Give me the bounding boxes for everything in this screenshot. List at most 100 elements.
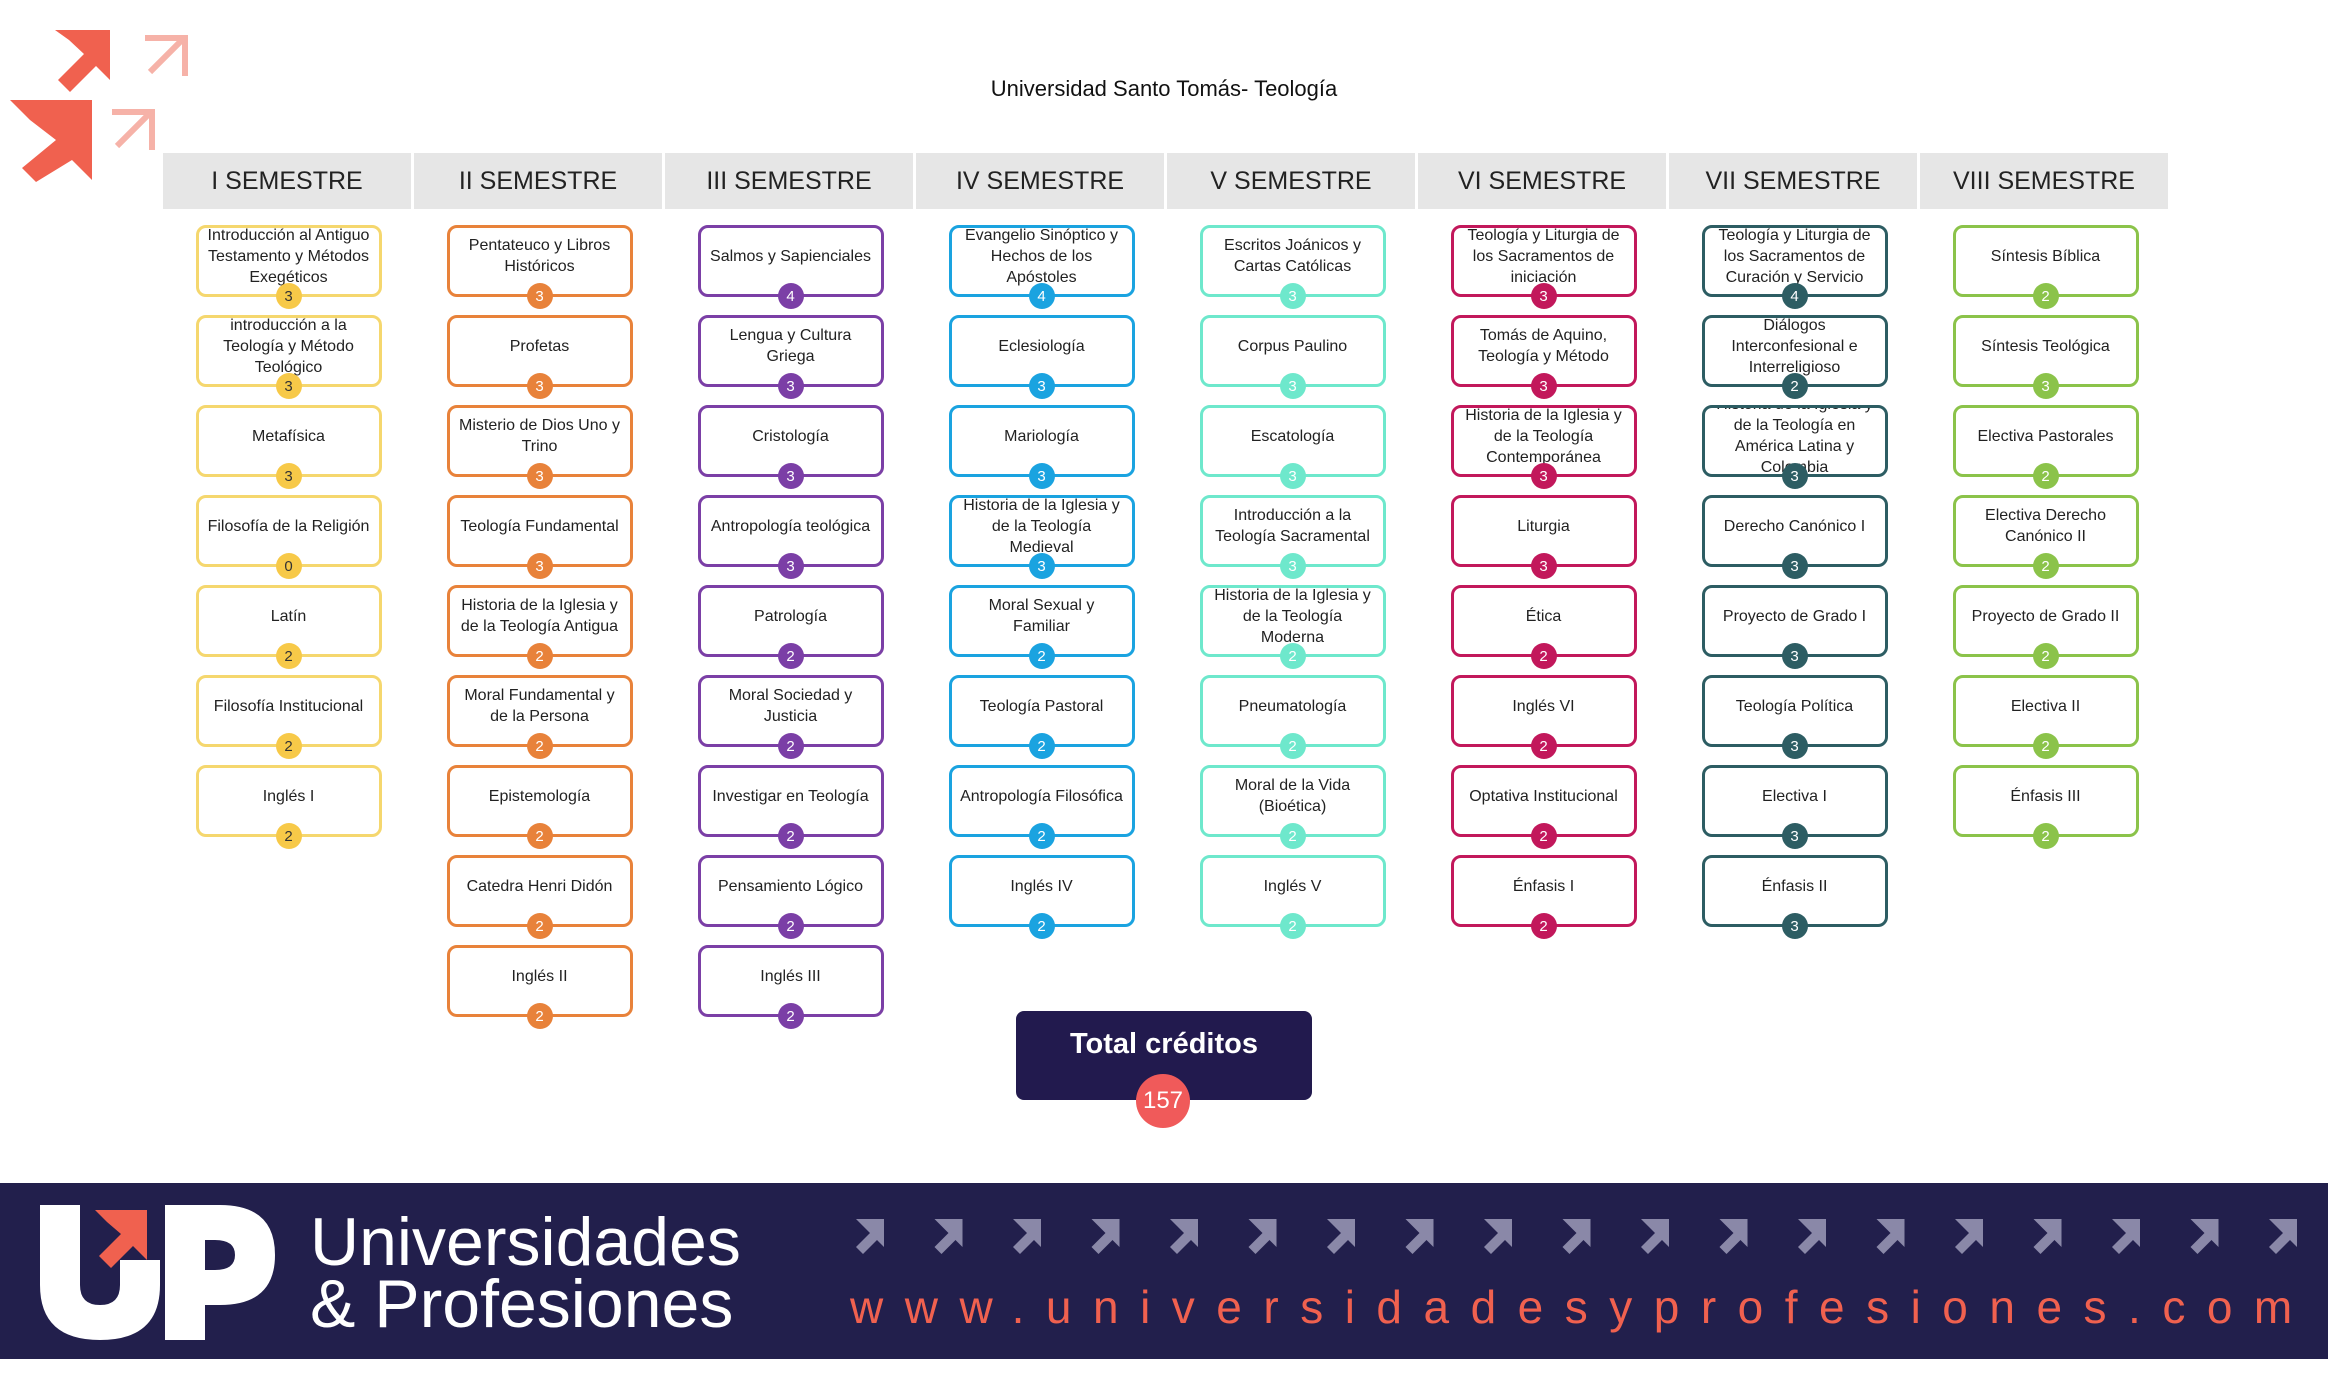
credit-badge: 2 (777, 913, 804, 939)
footer-arrow (1327, 1219, 1355, 1254)
credit-badge: 0 (275, 553, 302, 579)
credit-badge: 2 (777, 733, 804, 759)
credit-badge: 2 (526, 823, 553, 849)
credit-badge: 3 (275, 373, 302, 399)
footer-arrow (2112, 1219, 2140, 1254)
semester-header: VIII SEMESTRE (1920, 153, 2168, 209)
course-name: Historia de la Iglesia y de la Teología … (460, 597, 619, 635)
course-name: Moral Fundamental y de la Persona (464, 687, 615, 725)
course-name: Ética (1525, 607, 1562, 625)
course-box: Historia de la Iglesia y de la Teología … (446, 585, 633, 657)
credit-badge: 3 (1279, 373, 1306, 399)
course-name: Latín (270, 607, 307, 625)
course-name: Énfasis I (1512, 877, 1575, 895)
credit-badge: 2 (777, 1003, 804, 1029)
course-name: Proyecto de Grado I (1722, 607, 1867, 625)
course-name: Moral Sexual y Familiar (988, 597, 1095, 635)
course-name: Escritos Joánicos y Cartas Católicas (1224, 237, 1361, 275)
course-name: Teología y Liturgia de los Sacramentos d… (1718, 226, 1871, 286)
course-box: Investigar en Teología (697, 765, 884, 837)
credit-badge: 3 (1028, 463, 1055, 489)
footer-arrow (856, 1219, 884, 1254)
course-name: Electiva II (2010, 697, 2081, 715)
footer-arrows (856, 1219, 2297, 1254)
course-name: Profetas (509, 337, 570, 355)
footer-arrow (1562, 1219, 1591, 1254)
credit-badge: 3 (1530, 463, 1557, 489)
course-name: Teología Pastoral (979, 697, 1104, 715)
course-name: Metafísica (252, 427, 325, 445)
credit-badge: 2 (1028, 643, 1055, 669)
logo-arrows (10, 30, 188, 182)
course-name: Diálogos Interconfesional e Interreligio… (1731, 316, 1858, 376)
course-name: Teología y Liturgia de los Sacramentos d… (1467, 226, 1620, 286)
course-name: Tomás de Aquino, Teología y Método (1478, 327, 1609, 365)
credit-badge: 2 (2032, 553, 2059, 579)
course-name: Moral de la Vida (Bioética) (1234, 777, 1351, 815)
course-box: Teología Política (1701, 675, 1888, 747)
course-name: Escatología (1250, 427, 1335, 445)
semester-header: I SEMESTRE (163, 153, 411, 209)
course-name: Filosofía Institucional (213, 697, 364, 715)
credit-badge: 2 (1530, 823, 1557, 849)
credit-badge: 2 (1530, 733, 1557, 759)
footer-arrow (934, 1219, 963, 1254)
course-name: Electiva I (1762, 787, 1827, 805)
course-name: Antropología Filosófica (960, 787, 1123, 805)
credit-badge: 3 (777, 553, 804, 579)
course-name: Lengua y Cultura Griega (729, 327, 852, 365)
course-name: Inglés IV (1010, 877, 1073, 895)
credit-badge: 2 (777, 643, 804, 669)
footer-arrow (1719, 1219, 1748, 1254)
course-name: Misterio de Dios Uno y Trino (459, 417, 620, 455)
credit-badge: 3 (526, 553, 553, 579)
course-name: Introducción al Antiguo Testamento y Mét… (207, 226, 370, 286)
footer-logo (40, 1205, 275, 1340)
credit-badge: 3 (2032, 373, 2059, 399)
course-name: Historia de la Iglesia y de la Teología … (1214, 586, 1371, 646)
footer-arrow (1641, 1219, 1669, 1254)
course-box: Proyecto de Grado II (1952, 585, 2139, 657)
course-name: Inglés I (262, 787, 315, 805)
course-name: Filosofía de la Religión (207, 517, 370, 535)
credit-badge: 3 (1781, 553, 1808, 579)
course-name: Énfasis II (1761, 877, 1828, 895)
course-name: Síntesis Bíblica (1990, 247, 2101, 265)
course-name: Proyecto de Grado II (1971, 607, 2120, 625)
semester-header: V SEMESTRE (1167, 153, 1415, 209)
credit-badge: 2 (1781, 373, 1808, 399)
course-name: Optativa Institucional (1469, 787, 1618, 805)
footer-arrow (2033, 1219, 2062, 1254)
total-label: Total créditos (1070, 1028, 1258, 1060)
footer-arrow (1484, 1219, 1512, 1254)
course-name: Introducción a la Teología Sacramental (1215, 507, 1370, 545)
credit-badge: 3 (275, 463, 302, 489)
credit-badge: 3 (1028, 373, 1055, 399)
credit-badge: 2 (275, 733, 302, 759)
credit-badge: 2 (275, 643, 302, 669)
course-name: Corpus Paulino (1237, 337, 1348, 355)
total-value: 157 (1136, 1074, 1190, 1128)
course-name: Investigar en Teología (712, 787, 869, 805)
footer-arrow (1170, 1219, 1198, 1254)
course-name: Liturgia (1517, 517, 1570, 535)
footer-arrow (1405, 1219, 1434, 1254)
footer-arrow (1091, 1219, 1120, 1254)
credit-badge: 2 (526, 643, 553, 669)
course-name: Inglés VI (1512, 697, 1575, 715)
course-name: Patrología (754, 607, 827, 625)
credit-badge: 3 (526, 463, 553, 489)
footer-arrow (1248, 1219, 1277, 1254)
course-name: Moral Sociedad y Justicia (728, 687, 853, 725)
course-name: Cristología (752, 427, 829, 445)
course-name: Síntesis Teológica (1981, 337, 2110, 355)
credit-badge: 3 (1530, 553, 1557, 579)
credit-badge: 2 (777, 823, 804, 849)
course-name: Electiva Pastorales (1977, 427, 2114, 445)
course-name: Historia de la Iglesia y de la Teología … (1465, 406, 1622, 466)
credit-badge: 2 (1530, 643, 1557, 669)
credit-badge: 3 (526, 283, 553, 309)
credit-badge: 3 (1530, 283, 1557, 309)
credit-badge: 3 (1279, 463, 1306, 489)
